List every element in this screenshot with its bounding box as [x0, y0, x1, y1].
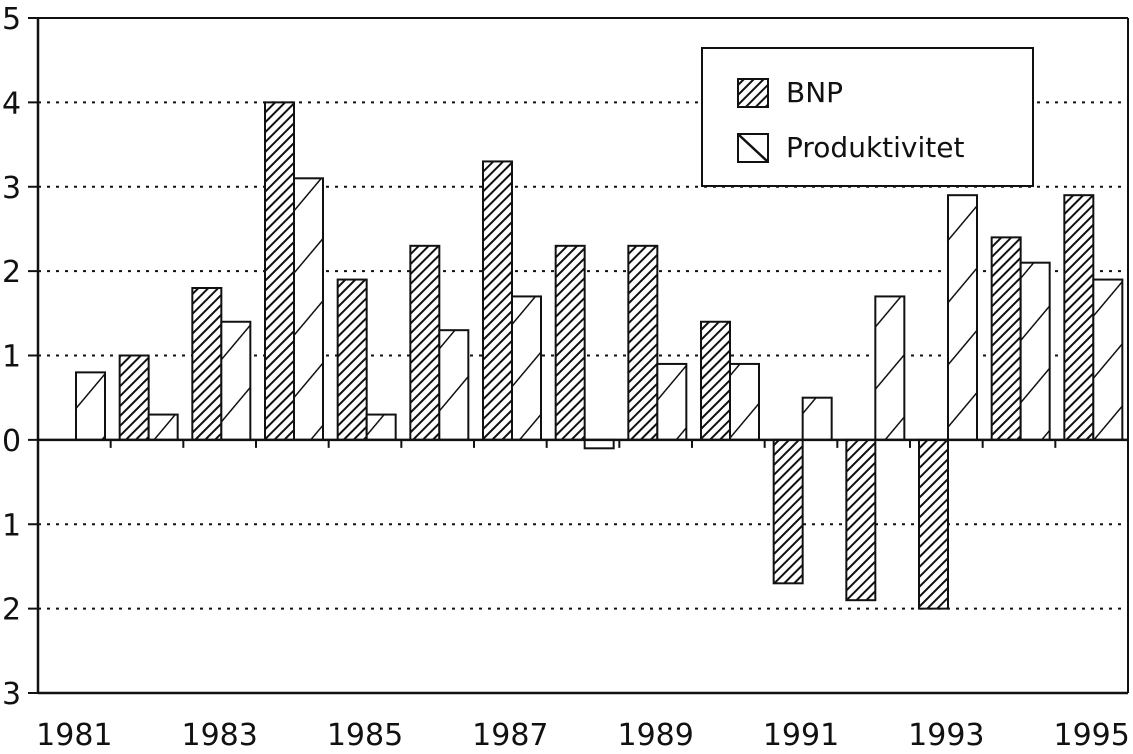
bar-produktivitet-1987 — [511, 295, 542, 441]
bar-produktivitet-1985 — [365, 413, 397, 441]
legend-label-produktivitet: Produktivitet — [786, 131, 964, 164]
bar-bnp-1984 — [264, 101, 295, 441]
y-tick-label: 3 — [2, 171, 21, 206]
bar-bnp-1991 — [772, 438, 804, 585]
bar-bnp-1993 — [918, 438, 949, 610]
legend-label-bnp: BNP — [786, 76, 843, 109]
x-tick-label: 1987 — [472, 718, 548, 750]
bar-produktivitet-1994 — [1019, 261, 1051, 441]
y-tick-label: 2 — [2, 593, 21, 628]
bar-bnp-1989 — [627, 244, 659, 441]
bar-produktivitet-1981 — [75, 371, 106, 441]
bar-produktivitet-1990 — [729, 362, 760, 441]
y-tick-label: 1 — [2, 508, 21, 543]
legend-swatch-hatch — [738, 134, 768, 162]
x-tick-label: 1985 — [327, 718, 403, 750]
x-tick-label: 1991 — [763, 718, 839, 750]
legend-box — [701, 47, 1034, 187]
bar-bnp-1988 — [554, 244, 586, 441]
bar-bnp-1983 — [191, 287, 223, 441]
bar-bnp-1995 — [1063, 194, 1095, 441]
y-tick-label: 0 — [2, 424, 21, 459]
bar-produktivitet-1988 — [583, 438, 615, 450]
x-tick-label: 1983 — [181, 718, 257, 750]
y-tick-label: 1 — [2, 340, 21, 375]
bar-bnp-1994 — [990, 236, 1022, 441]
bar-produktivitet-1986 — [438, 329, 470, 441]
bar-bnp-1986 — [409, 244, 441, 441]
y-tick-label: 4 — [2, 86, 21, 121]
bar-produktivitet-1992 — [874, 295, 906, 441]
bar-produktivitet-1982 — [147, 413, 179, 441]
bar-bnp-1985 — [336, 278, 368, 441]
bar-bnp-1992 — [845, 438, 877, 602]
bar-produktivitet-1983 — [220, 320, 252, 441]
legend: BNP Produktivitet — [701, 47, 1034, 187]
x-tick-label: 1989 — [617, 718, 693, 750]
x-tick-label: 1981 — [36, 718, 112, 750]
bar-bnp-1990 — [700, 320, 731, 441]
legend-swatch-bnp — [737, 78, 769, 108]
bar-produktivitet-1989 — [656, 362, 688, 441]
bar-produktivitet-1991 — [801, 396, 833, 441]
y-tick-label: 2 — [2, 255, 21, 290]
bar-bnp-1982 — [118, 354, 150, 441]
bar-produktivitet-1984 — [293, 177, 324, 441]
bars — [75, 101, 1124, 610]
y-tick-label: 5 — [2, 2, 21, 37]
y-tick-label: 3 — [2, 677, 21, 712]
x-tick-label: 1995 — [1053, 718, 1129, 750]
bar-bnp-1987 — [482, 160, 513, 441]
bar-produktivitet-1995 — [1092, 278, 1124, 441]
bar-produktivitet-1993 — [947, 194, 978, 441]
x-tick-label: 1993 — [908, 718, 984, 750]
